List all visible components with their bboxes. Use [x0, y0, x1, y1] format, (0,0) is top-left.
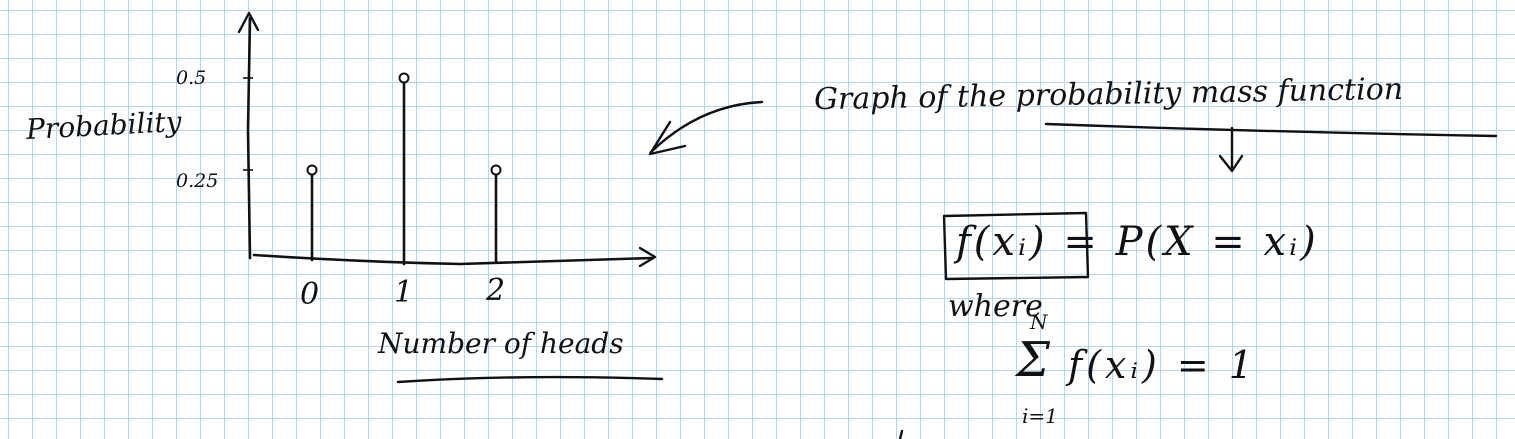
y-axis-arrowhead — [237, 11, 260, 34]
sum-expression: f(xᵢ) = 1 — [1068, 343, 1257, 387]
sum-upper-limit: N — [1030, 310, 1048, 334]
x-tick-label: 2 — [486, 273, 506, 308]
note-text: Graph of the probability mass function — [813, 71, 1404, 118]
x-tick-label: 1 — [394, 275, 414, 310]
sum-lower-limit: i=1 — [1022, 404, 1058, 428]
note-underline — [1044, 122, 1498, 138]
note-arrow — [649, 100, 764, 154]
sum-symbol: Σ — [1016, 332, 1050, 388]
pmf-formula: f(xᵢ) = P(X = xᵢ) — [956, 219, 1319, 265]
x-axis-label: Number of heads — [378, 327, 624, 360]
x-tick-label: 0 — [300, 277, 320, 312]
stem-marker-2 — [490, 164, 502, 176]
where-label: where — [948, 289, 1043, 324]
x-axis-arrowhead — [638, 246, 657, 268]
xlabel-underline — [396, 375, 664, 384]
y-axis-label: Probability — [25, 104, 183, 147]
stem-marker-0 — [306, 164, 318, 176]
stray-mark — [898, 429, 904, 439]
y-tick-label: 0.25 — [176, 170, 219, 192]
x-axis — [252, 253, 654, 266]
down-arrowhead — [1218, 154, 1244, 173]
y-tick-label: 0.5 — [176, 67, 207, 89]
note-arrowhead — [648, 120, 687, 156]
stem-marker-1 — [398, 72, 410, 84]
y-axis — [246, 16, 252, 260]
